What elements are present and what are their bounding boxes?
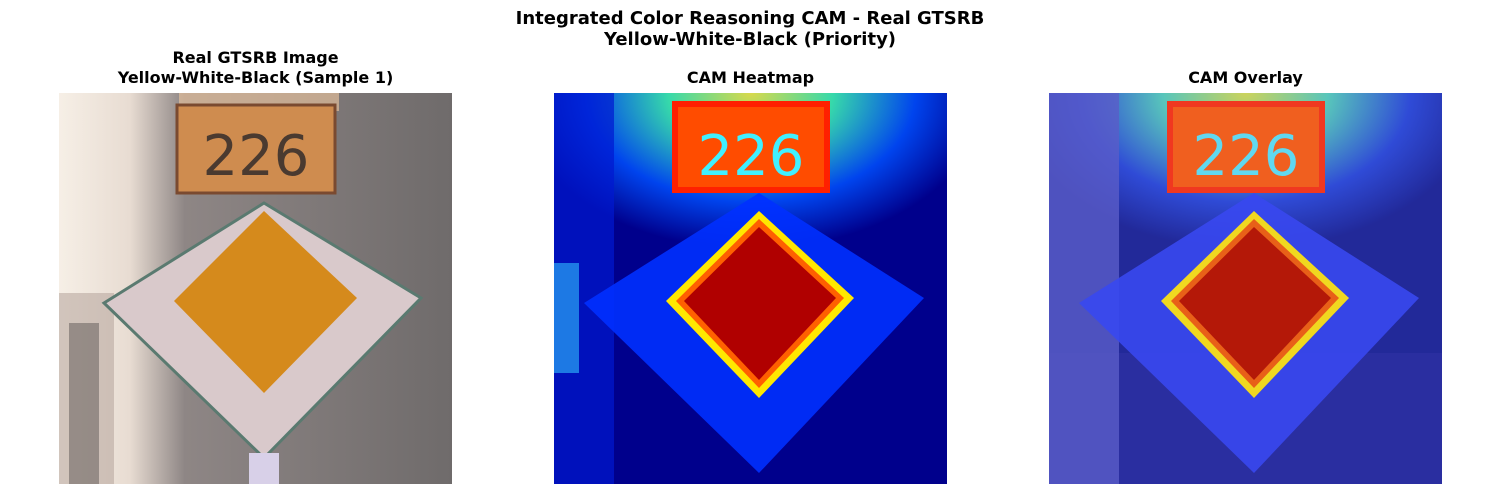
original-sign-number: 226 [203,124,310,189]
figure-title-line1: Integrated Color Reasoning CAM - Real GT… [515,8,985,29]
heatmap-sign-number: 226 [698,124,805,189]
panel-overlay-title-line1: CAM Overlay [1188,68,1303,87]
panel-heatmap-title-line1: CAM Heatmap [686,68,815,87]
cam-overlay-image: 226 [1049,93,1442,484]
panel-original-title-line1: Real GTSRB Image [172,48,339,67]
figure-title: Integrated Color Reasoning CAM - Real GT… [0,8,1500,50]
panel-heatmap-title: CAM Heatmap [554,68,947,88]
original-sign-image: 226 [59,93,452,484]
panel-original-title-line2: Yellow-White-Black (Sample 1) [117,68,394,87]
overlay-sign-number: 226 [1193,124,1300,189]
panel-overlay-title: CAM Overlay [1049,68,1442,88]
figure-title-line2: Yellow-White-Black (Priority) [603,29,897,50]
cam-heatmap-image: 226 [554,93,947,484]
panel-original-title: Real GTSRB Image Yellow-White-Black (Sam… [59,48,452,88]
